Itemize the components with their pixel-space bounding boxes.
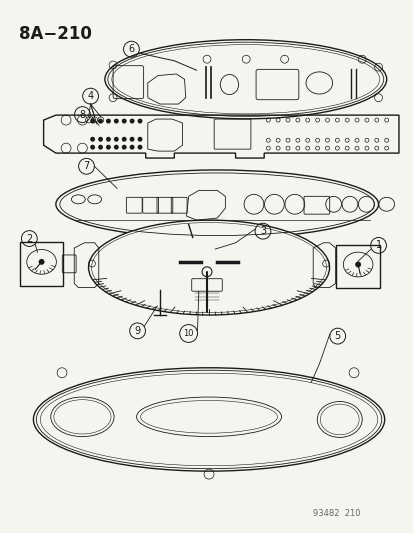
Text: 93482  210: 93482 210 — [313, 509, 360, 518]
Ellipse shape — [56, 170, 377, 239]
Circle shape — [98, 137, 103, 142]
Circle shape — [98, 118, 103, 124]
Text: 3: 3 — [259, 226, 266, 236]
Text: 4: 4 — [87, 91, 93, 101]
Circle shape — [354, 262, 360, 268]
Text: 5: 5 — [334, 331, 340, 341]
Text: 10: 10 — [183, 329, 193, 338]
Circle shape — [38, 259, 45, 265]
Circle shape — [90, 137, 95, 142]
Ellipse shape — [33, 368, 384, 471]
Circle shape — [106, 144, 111, 150]
Text: 8A−210: 8A−210 — [19, 25, 92, 43]
Circle shape — [137, 118, 142, 124]
Circle shape — [90, 118, 95, 124]
Circle shape — [114, 137, 119, 142]
Circle shape — [121, 118, 126, 124]
Circle shape — [121, 137, 126, 142]
Text: 7: 7 — [83, 161, 90, 171]
Circle shape — [137, 144, 142, 150]
Text: 1: 1 — [375, 240, 381, 251]
Text: 8: 8 — [79, 110, 85, 119]
Circle shape — [114, 118, 119, 124]
Circle shape — [129, 118, 134, 124]
Text: 2: 2 — [26, 233, 32, 244]
Circle shape — [106, 137, 111, 142]
Circle shape — [98, 144, 103, 150]
Circle shape — [129, 137, 134, 142]
Circle shape — [129, 144, 134, 150]
Circle shape — [137, 137, 142, 142]
Circle shape — [114, 144, 119, 150]
Circle shape — [106, 118, 111, 124]
Circle shape — [121, 144, 126, 150]
Circle shape — [90, 144, 95, 150]
Text: 9: 9 — [134, 326, 140, 336]
Text: 6: 6 — [128, 44, 134, 54]
Ellipse shape — [88, 220, 329, 315]
